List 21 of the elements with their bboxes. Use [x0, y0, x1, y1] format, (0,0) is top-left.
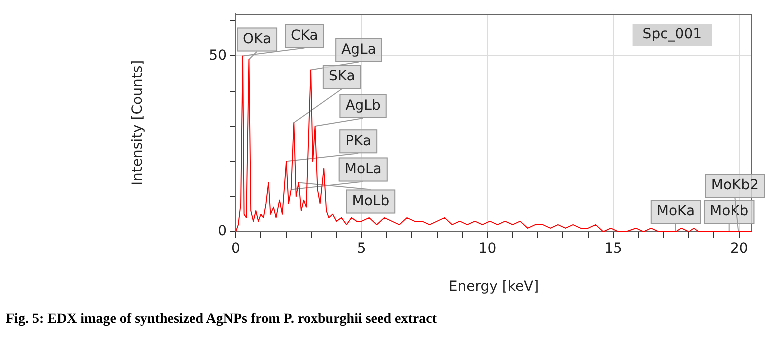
annotation: MoLa: [344, 161, 382, 178]
x-tick-label: 5: [357, 241, 366, 258]
x-tick-label: 20: [730, 241, 748, 258]
annotation: SKa: [328, 68, 356, 85]
annotation: AgLb: [346, 98, 381, 114]
x-axis-title: Energy [keV]: [448, 279, 540, 296]
annotation: MoKa: [656, 204, 696, 220]
x-tick-label: 10: [478, 241, 497, 258]
y-axis-title: Intensity [Counts]: [130, 60, 146, 186]
annotation: PKa: [346, 133, 372, 150]
annotation: MoLb: [352, 193, 390, 210]
annotation: MoKb2: [711, 178, 760, 194]
annotation: AgLa: [342, 42, 376, 58]
annotation: CKa: [290, 28, 318, 44]
annotation: OKa: [242, 31, 272, 48]
x-tick-label: 15: [604, 241, 622, 258]
caption: Fig. 5: EDX image of synthesized AgNPs from P. roxburghii seed extract: [6, 312, 437, 328]
annotation: MoKb: [710, 204, 749, 220]
x-tick-label: 0: [232, 241, 240, 258]
annotation: Spc_001: [642, 26, 702, 43]
y-tick-label: 50: [209, 48, 227, 64]
